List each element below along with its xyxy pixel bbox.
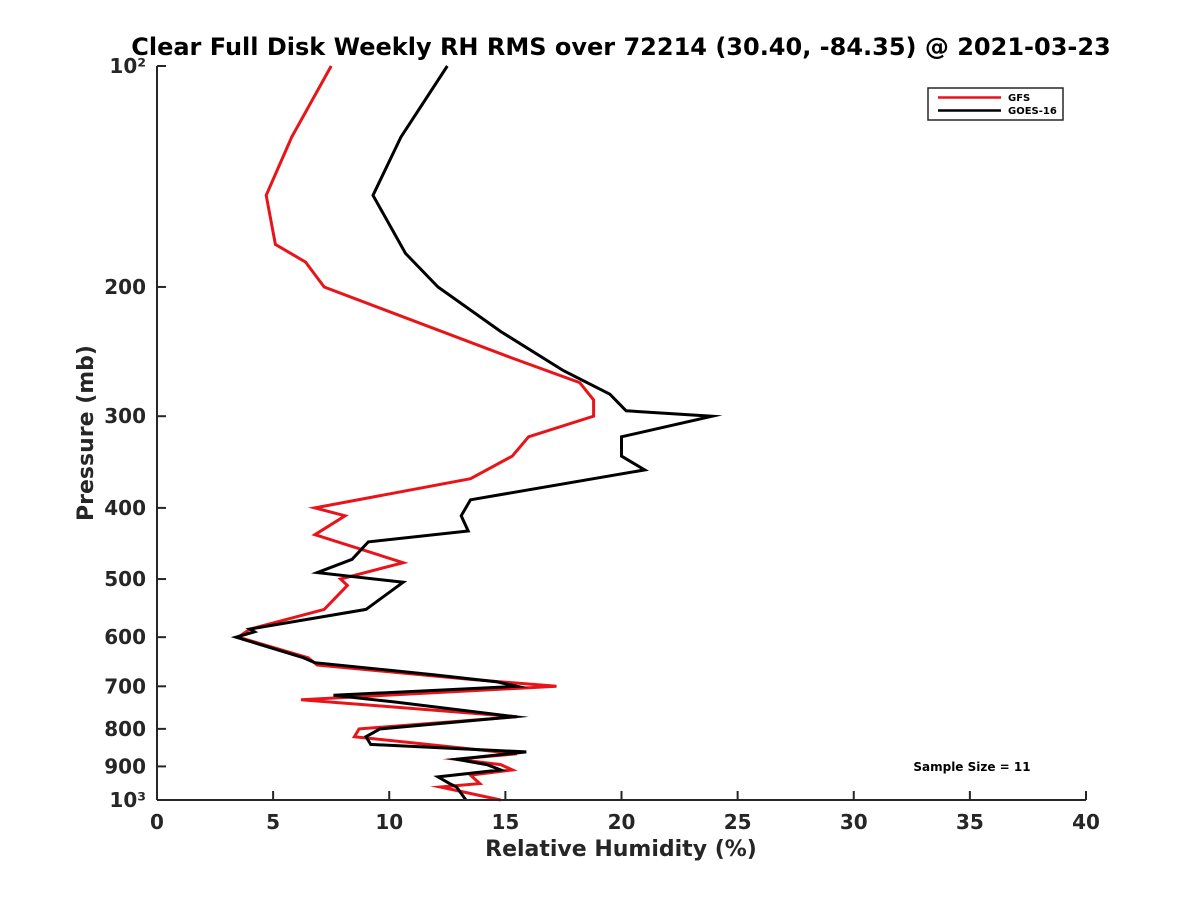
x-tick-label: 0 [150,810,164,834]
x-tick-label: 10 [375,810,403,834]
y-tick-label: 400 [104,496,146,520]
y-tick-label: 500 [104,567,146,591]
plot-area [157,66,1086,800]
y-tick-label: 600 [104,625,146,649]
y-tick-label: 900 [104,754,146,778]
y-tick-label: 300 [104,404,146,428]
x-tick-label: 35 [956,810,984,834]
y-tick-label: 700 [104,674,146,698]
y-tick-label: 10³ [109,788,146,812]
legend: GFS GOES-16 [928,88,1063,120]
x-tick-label: 5 [266,810,280,834]
x-tick-label: 15 [491,810,519,834]
sample-size-annotation: Sample Size = 11 [913,760,1030,774]
x-tick-label: 25 [724,810,752,834]
y-axis-label: Pressure (mb) [74,345,99,521]
y-tick-label: 200 [104,275,146,299]
legend-label-gfs: GFS [1008,93,1030,104]
y-tick-label: 10² [109,54,146,78]
x-tick-label: 40 [1072,810,1100,834]
legend-label-goes16: GOES-16 [1008,106,1057,117]
x-tick-label: 30 [840,810,868,834]
x-tick-label: 20 [608,810,636,834]
rh-rms-profile-chart: Clear Full Disk Weekly RH RMS over 72214… [0,0,1200,900]
y-tick-label: 800 [104,717,146,741]
chart-title: Clear Full Disk Weekly RH RMS over 72214… [131,33,1111,61]
x-axis-label: Relative Humidity (%) [485,837,757,862]
